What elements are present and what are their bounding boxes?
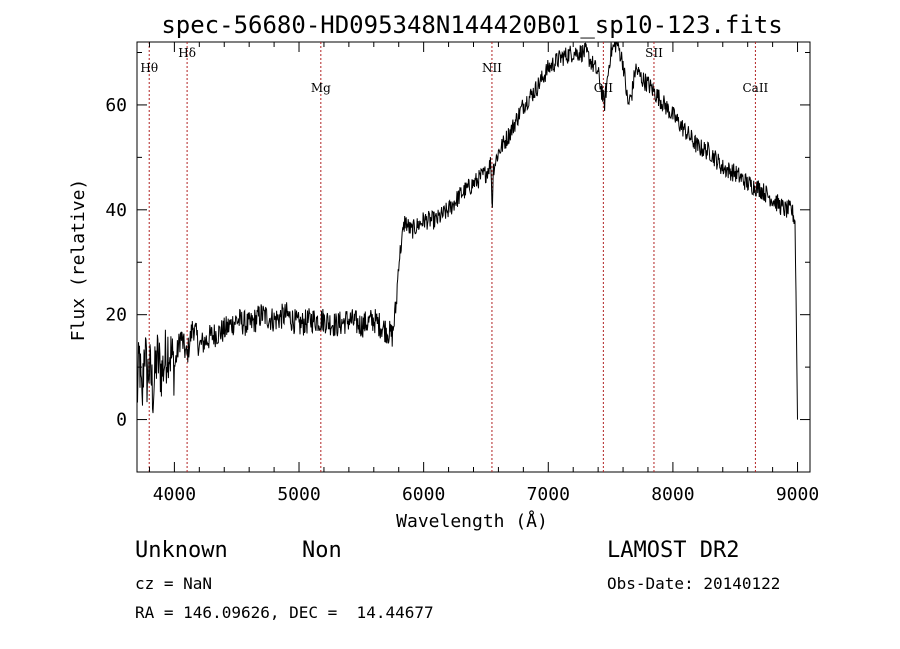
y-tick-label: 20 [105,305,127,326]
spectral-line-label: Mg [311,81,331,95]
spectral-line-label: NII [482,61,502,75]
spectral-line-label: CaII [742,81,768,95]
x-tick-label: 6000 [402,484,445,505]
spectral-line-label: SII [645,46,663,60]
x-axis-ticks: 4000 5000 6000 7000 8000 9000 [148,42,819,505]
x-tick-label: 4000 [153,484,196,505]
obs-date: Obs-Date: 20140122 [607,574,781,593]
x-tick-label: 8000 [651,484,694,505]
y-tick-label: 0 [116,410,127,431]
y-tick-label: 40 [105,200,127,221]
class-label: Unknown [135,538,228,563]
survey-label: LAMOST DR2 [607,538,740,563]
y-tick-label: 60 [105,95,127,116]
y-axis-label: Flux (relative) [68,179,89,342]
spectral-line-label: Hδ [178,46,196,60]
spectrum-line [136,41,798,420]
cz-value: cz = NaN [135,574,213,593]
spectral-line-label: OII [594,81,614,95]
coordinates: RA = 146.09626, DEC = 14.44677 [135,603,434,622]
y-axis-ticks: 0 20 40 60 [105,51,810,473]
plot-frame [136,41,811,473]
spectral-line-label: Hθ [140,61,158,75]
subclass-label: Non [302,538,342,563]
x-axis-label: Wavelength (Å) [396,510,548,532]
spectral-line-markers: Hθ Hδ Mg NII OII SII CaII [140,42,769,472]
x-tick-label: 7000 [527,484,570,505]
x-tick-label: 5000 [277,484,320,505]
chart-title: spec-56680-HD095348N144420B01_sp10-123.f… [161,11,782,39]
x-tick-label: 9000 [776,484,819,505]
